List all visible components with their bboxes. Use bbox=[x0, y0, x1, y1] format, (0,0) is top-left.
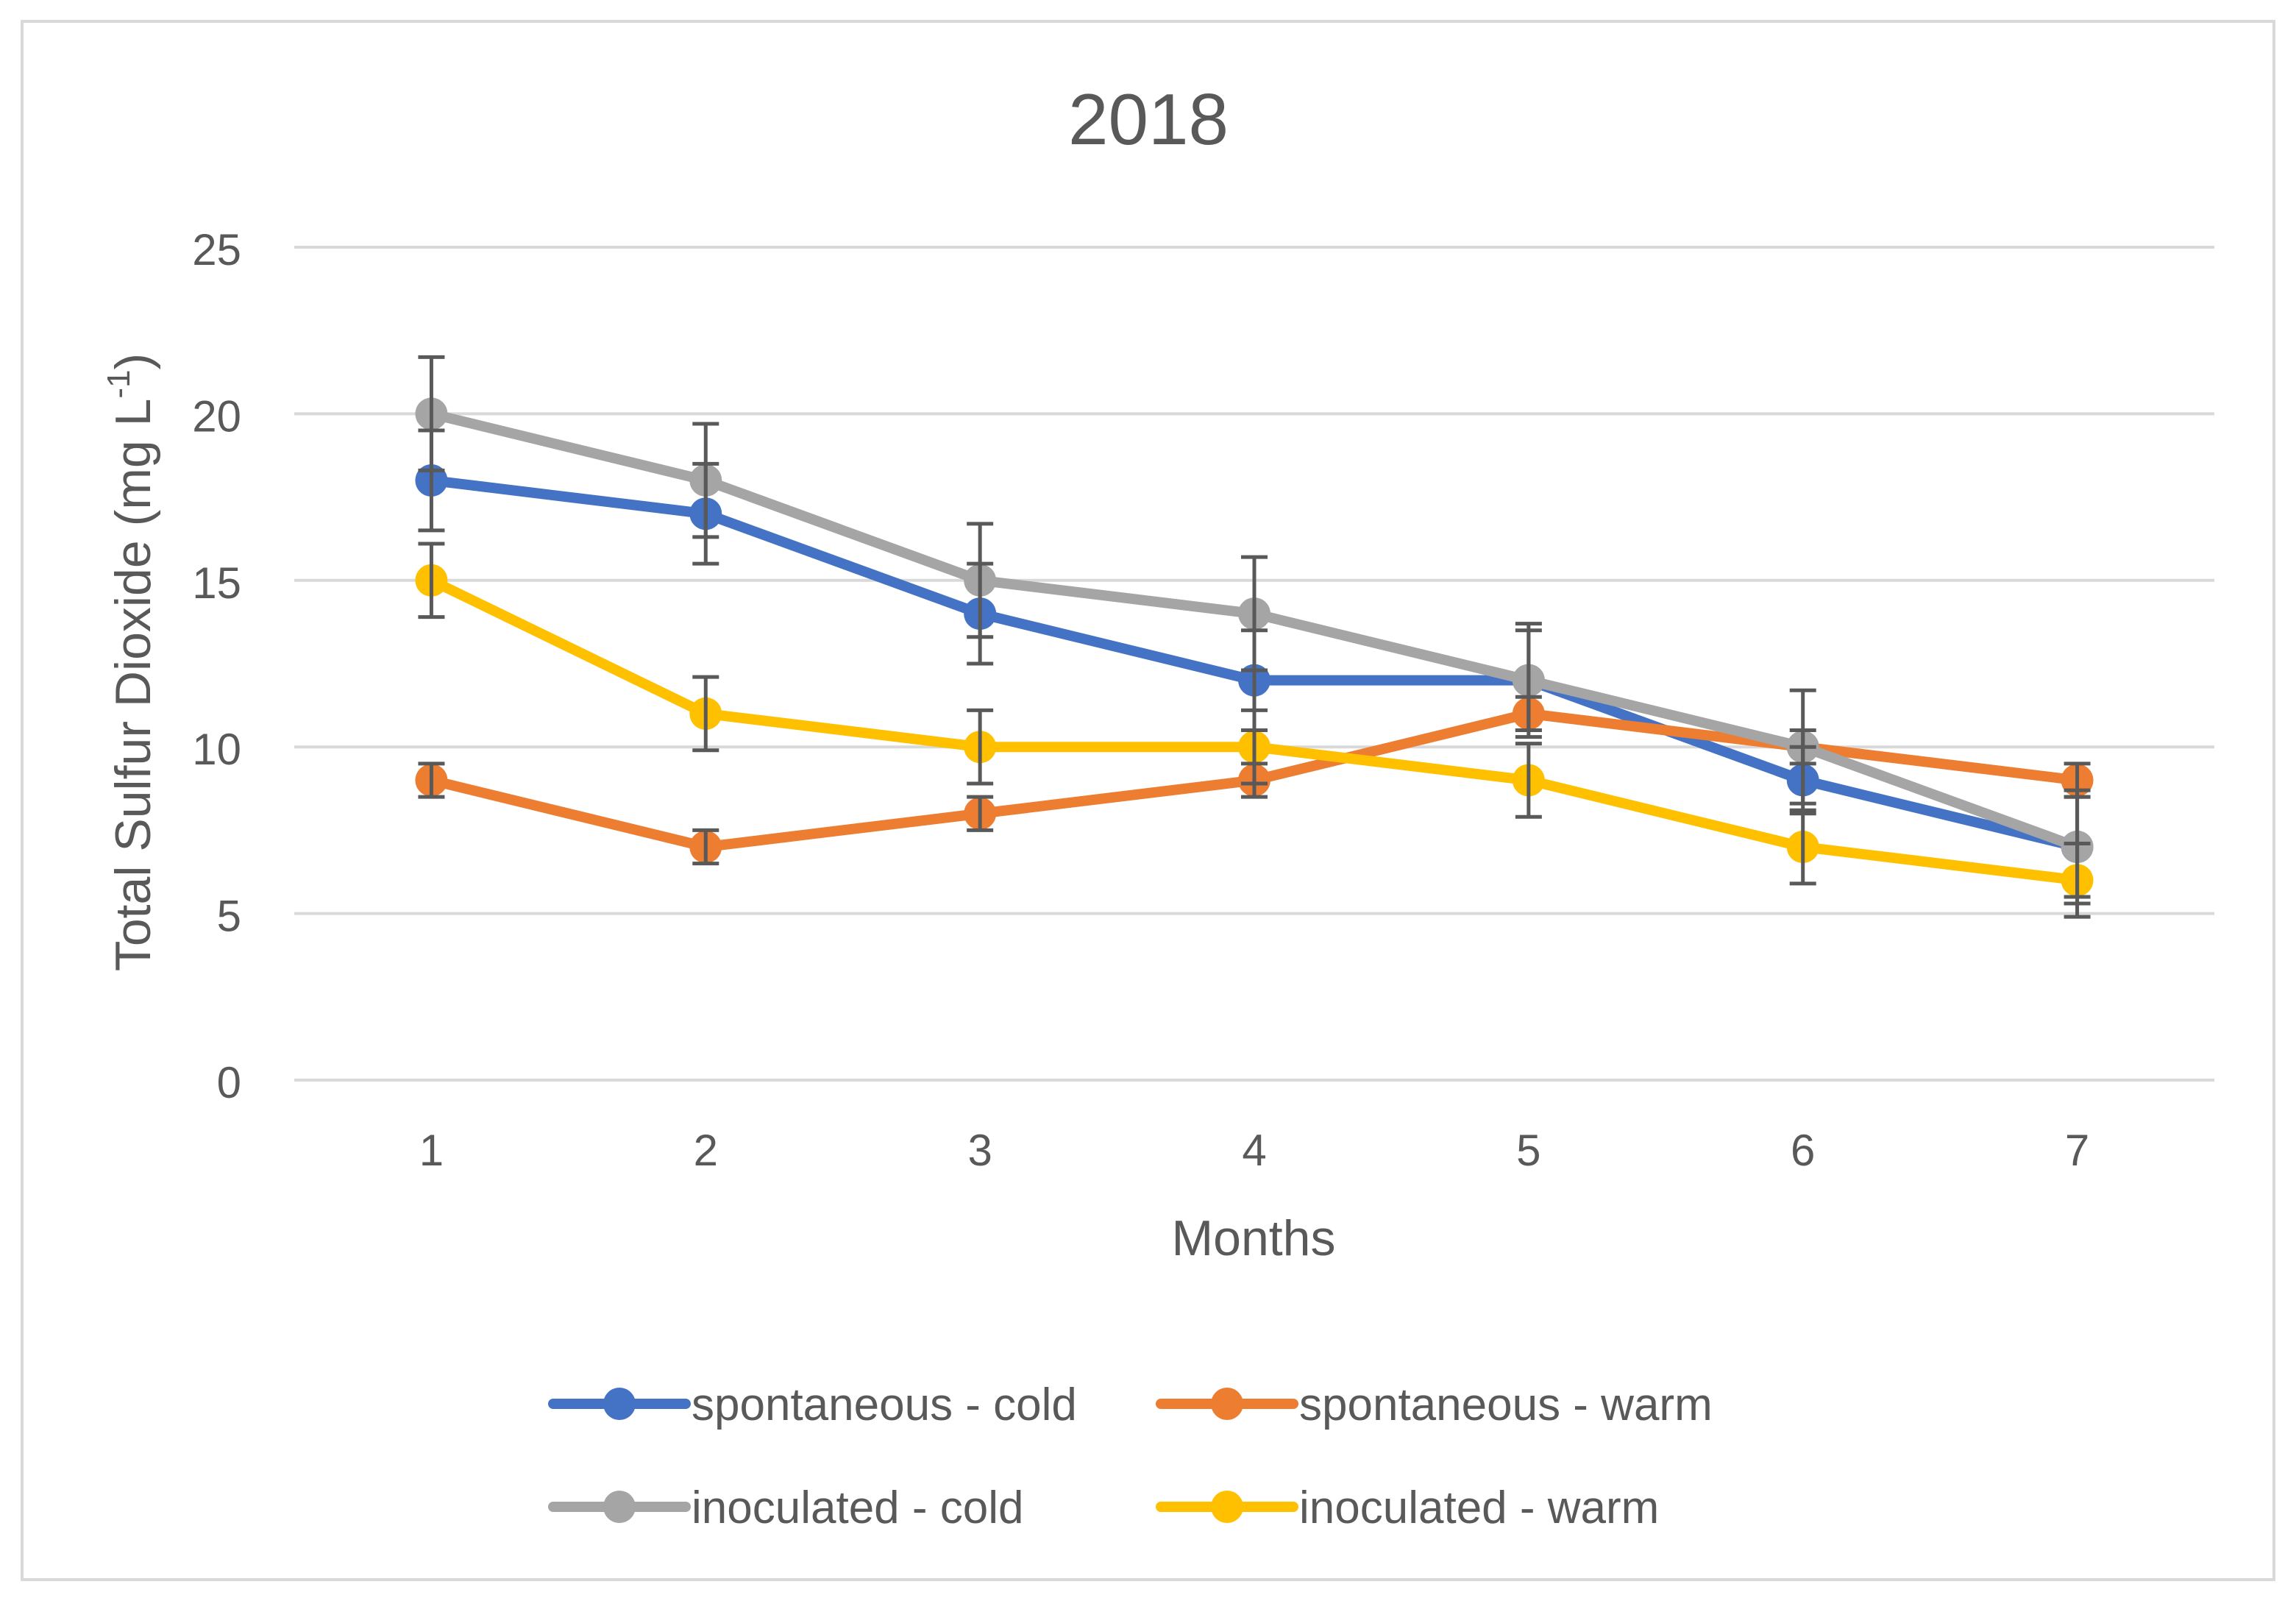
legend-marker-3 bbox=[603, 1491, 636, 1523]
legend-label-1: spontaneous - cold bbox=[692, 1380, 1077, 1430]
legend-label-3: inoculated - cold bbox=[692, 1483, 1024, 1533]
legend-label-2: spontaneous - warm bbox=[1299, 1380, 1713, 1430]
y-axis-label: Total Sulfur Dioxide (mg L-1) bbox=[101, 353, 161, 971]
x-tick-label-5: 5 bbox=[1516, 1126, 1540, 1175]
y-tick-label-15: 15 bbox=[192, 558, 241, 608]
chart-title: 2018 bbox=[1068, 79, 1229, 160]
legend-marker-1 bbox=[603, 1388, 636, 1420]
x-tick-label-7: 7 bbox=[2065, 1126, 2089, 1175]
y-axis-label-superscript: -1 bbox=[101, 369, 137, 398]
y-tick-label-20: 20 bbox=[192, 391, 241, 441]
x-axis-label: Months bbox=[1172, 1210, 1336, 1266]
x-tick-label-1: 1 bbox=[419, 1126, 444, 1175]
y-axis-ticks: 0 5 10 15 20 25 bbox=[192, 225, 241, 1107]
x-tick-label-4: 4 bbox=[1242, 1126, 1266, 1175]
y-tick-label-5: 5 bbox=[217, 892, 241, 941]
legend: spontaneous - cold spontaneous - warm inoc… bbox=[548, 1380, 1713, 1533]
y-axis-label-close: ) bbox=[105, 353, 161, 370]
legend-marker-2 bbox=[1211, 1388, 1243, 1420]
legend-label-4: inoculated - warm bbox=[1299, 1483, 1659, 1533]
x-tick-label-3: 3 bbox=[967, 1126, 992, 1175]
x-axis-ticks: 1 2 3 4 5 6 7 bbox=[419, 1126, 2090, 1175]
gridlines bbox=[294, 246, 2214, 1082]
y-tick-label-25: 25 bbox=[192, 225, 241, 274]
y-tick-label-0: 0 bbox=[217, 1058, 241, 1107]
y-tick-label-10: 10 bbox=[192, 725, 241, 774]
x-tick-label-2: 2 bbox=[694, 1126, 718, 1175]
y-axis-label-main: Total Sulfur Dioxide (mg L bbox=[105, 399, 161, 972]
legend-marker-4 bbox=[1211, 1491, 1243, 1523]
error-bars bbox=[418, 355, 2091, 919]
x-tick-label-6: 6 bbox=[1791, 1126, 1815, 1175]
